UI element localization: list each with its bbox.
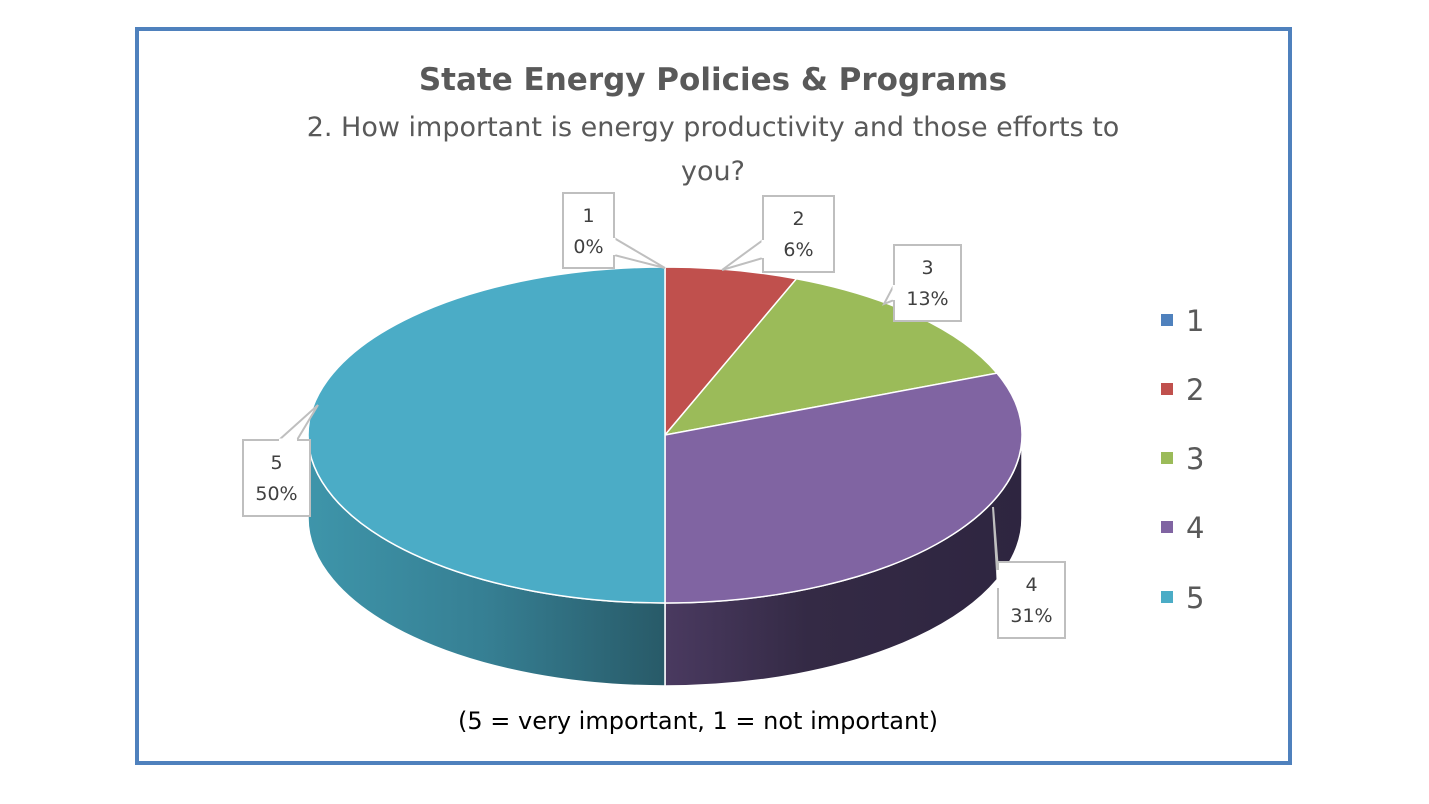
data-label-category: 4 bbox=[1025, 574, 1037, 596]
data-label-4: 431% bbox=[992, 506, 1066, 639]
legend-item-2: 2 bbox=[1161, 373, 1204, 407]
legend-item-1: 1 bbox=[1161, 304, 1204, 338]
data-label-1: 10% bbox=[562, 192, 666, 269]
legend: 1 2 3 4 5 bbox=[1161, 304, 1204, 615]
pie-slices bbox=[307, 266, 1023, 604]
legend-item-5: 5 bbox=[1161, 581, 1204, 615]
legend-swatch bbox=[1161, 314, 1173, 326]
legend-swatch bbox=[1161, 521, 1173, 533]
data-label-2: 26% bbox=[721, 195, 835, 273]
pie-slice-5 bbox=[307, 266, 666, 604]
legend-label: 3 bbox=[1186, 442, 1204, 476]
legend-label: 1 bbox=[1186, 304, 1204, 338]
chart-footnote: (5 = very important, 1 = not important) bbox=[458, 707, 938, 735]
legend-item-3: 3 bbox=[1161, 442, 1204, 476]
legend-swatch bbox=[1161, 452, 1173, 464]
data-label-5: 550% bbox=[242, 404, 319, 517]
legend-label: 4 bbox=[1186, 511, 1204, 545]
data-label-category: 3 bbox=[921, 257, 933, 279]
data-label-percent: 6% bbox=[783, 239, 813, 261]
chart-subtitle-line-2: you? bbox=[681, 156, 745, 187]
legend-swatch bbox=[1161, 383, 1173, 395]
data-label-percent: 0% bbox=[573, 236, 603, 258]
chart-subtitle-line-1: 2. How important is energy productivity … bbox=[307, 112, 1120, 143]
chart-title: State Energy Policies & Programs bbox=[419, 62, 1007, 98]
data-label-category: 5 bbox=[270, 452, 282, 474]
data-label-percent: 13% bbox=[906, 288, 948, 310]
legend-label: 5 bbox=[1186, 581, 1204, 615]
data-label-category: 1 bbox=[582, 205, 594, 227]
data-label-percent: 50% bbox=[255, 483, 297, 505]
data-label-category: 2 bbox=[792, 208, 804, 230]
pie-slice-2 bbox=[664, 266, 798, 438]
legend-swatch bbox=[1161, 591, 1173, 603]
pie-slice-4 bbox=[664, 372, 1023, 604]
data-label-3: 313% bbox=[881, 244, 962, 322]
legend-item-4: 4 bbox=[1161, 511, 1204, 545]
data-labels: 10%26%313%431%550% bbox=[242, 192, 1066, 639]
legend-label: 2 bbox=[1186, 373, 1204, 407]
data-label-percent: 31% bbox=[1010, 605, 1052, 627]
